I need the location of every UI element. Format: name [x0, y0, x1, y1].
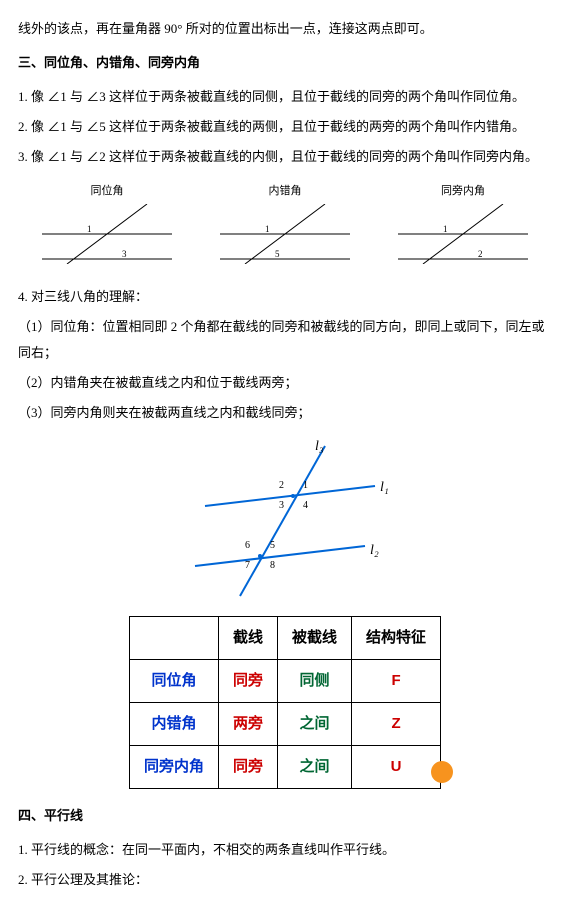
s3-item-3: 3. 像 ∠1 与 ∠2 这样位于两条被截直线的内侧，且位于截线的同旁的两个角叫… [18, 144, 552, 170]
diagram-alternate: 内错角 1 5 [210, 180, 360, 264]
row0-c2: 同侧 [278, 660, 352, 703]
figure-8-angles: l₁ l₂ l₃ 1 2 3 4 5 6 7 8 [18, 436, 552, 606]
diag-label-b: 内错角 [210, 180, 360, 202]
row2-c2: 之间 [278, 746, 352, 789]
row0-name: 同位角 [129, 660, 218, 703]
mark-b5: 5 [275, 249, 280, 259]
angle-8: 8 [270, 560, 275, 571]
row2-c1: 同旁 [218, 746, 277, 789]
intro-line: 线外的该点，再在量角器 90° 所对的位置出标出一点，连接这两点即可。 [18, 16, 552, 42]
table-row: 同旁内角 同旁 之间 U [129, 746, 440, 789]
row0-c3: F [352, 660, 441, 703]
table-row: 同位角 同旁 同侧 F [129, 660, 440, 703]
row0-c1: 同旁 [218, 660, 277, 703]
mark-a3: 3 [122, 249, 127, 259]
figure-8-angles-svg: l₁ l₂ l₃ 1 2 3 4 5 6 7 8 [155, 436, 415, 606]
angle-3: 3 [279, 500, 284, 511]
diag-svg-b: 1 5 [215, 204, 355, 264]
angle-table-wrap: 截线 被截线 结构特征 同位角 同旁 同侧 F 内错角 两旁 之间 Z 同旁内角… [129, 616, 441, 789]
head-c2: 被截线 [278, 617, 352, 660]
diag-svg-a: 1 3 [37, 204, 177, 264]
angle-4: 4 [303, 500, 308, 511]
angle-5: 5 [270, 540, 275, 551]
table-row: 内错角 两旁 之间 Z [129, 703, 440, 746]
row1-c2: 之间 [278, 703, 352, 746]
s3-item-2: 2. 像 ∠1 与 ∠5 这样位于两条被截直线的两侧，且位于截线的两旁的两个角叫… [18, 114, 552, 140]
s3-item-4-title: 4. 对三线八角的理解： [18, 284, 552, 310]
diagram-co-interior: 同旁内角 1 2 [388, 180, 538, 264]
label-l1: l₁ [380, 480, 389, 495]
angle-6: 6 [245, 540, 250, 551]
s3-item-4-2: （2）内错角夹在被截直线之内和位于截线两旁； [18, 370, 552, 396]
label-l3: l₃ [315, 439, 324, 454]
row2-c3: U [352, 746, 441, 789]
angle-table: 截线 被截线 结构特征 同位角 同旁 同侧 F 内错角 两旁 之间 Z 同旁内角… [129, 616, 441, 789]
row1-c3: Z [352, 703, 441, 746]
angle-1: 1 [303, 480, 308, 491]
orange-dot-icon [431, 761, 453, 783]
row1-name: 内错角 [129, 703, 218, 746]
row1-c1: 两旁 [218, 703, 277, 746]
diag-label-c: 同旁内角 [388, 180, 538, 202]
head-c1: 截线 [218, 617, 277, 660]
cell-blank [129, 617, 218, 660]
s3-item-1: 1. 像 ∠1 与 ∠3 这样位于两条被截直线的同侧，且位于截线的同旁的两个角叫… [18, 84, 552, 110]
row2-name: 同旁内角 [129, 746, 218, 789]
head-c3: 结构特征 [352, 617, 441, 660]
diag-svg-c: 1 2 [393, 204, 533, 264]
angle-7: 7 [245, 560, 250, 571]
label-l2: l₂ [370, 543, 379, 558]
mark-b1: 1 [265, 224, 270, 234]
mark-c1: 1 [443, 224, 448, 234]
section-3-title: 三、同位角、内错角、同旁内角 [18, 50, 552, 76]
s3-item-4-1: （1）同位角：位置相同即 2 个角都在截线的同旁和被截线的同方向，即同上或同下，… [18, 314, 552, 366]
diagram-corresponding: 同位角 1 3 [32, 180, 182, 264]
mark-a1: 1 [87, 224, 92, 234]
angle-2: 2 [279, 480, 284, 491]
three-diagrams-row: 同位角 1 3 内错角 1 5 同旁内角 1 2 [18, 180, 552, 264]
section-4-title: 四、平行线 [18, 803, 552, 829]
s4-item-1: 1. 平行线的概念：在同一平面内，不相交的两条直线叫作平行线。 [18, 837, 552, 863]
mark-c2: 2 [478, 249, 483, 259]
s4-item-2: 2. 平行公理及其推论： [18, 867, 552, 893]
s3-item-4-3: （3）同旁内角则夹在被截两直线之内和截线同旁； [18, 400, 552, 426]
diag-label-a: 同位角 [32, 180, 182, 202]
table-row-head: 截线 被截线 结构特征 [129, 617, 440, 660]
